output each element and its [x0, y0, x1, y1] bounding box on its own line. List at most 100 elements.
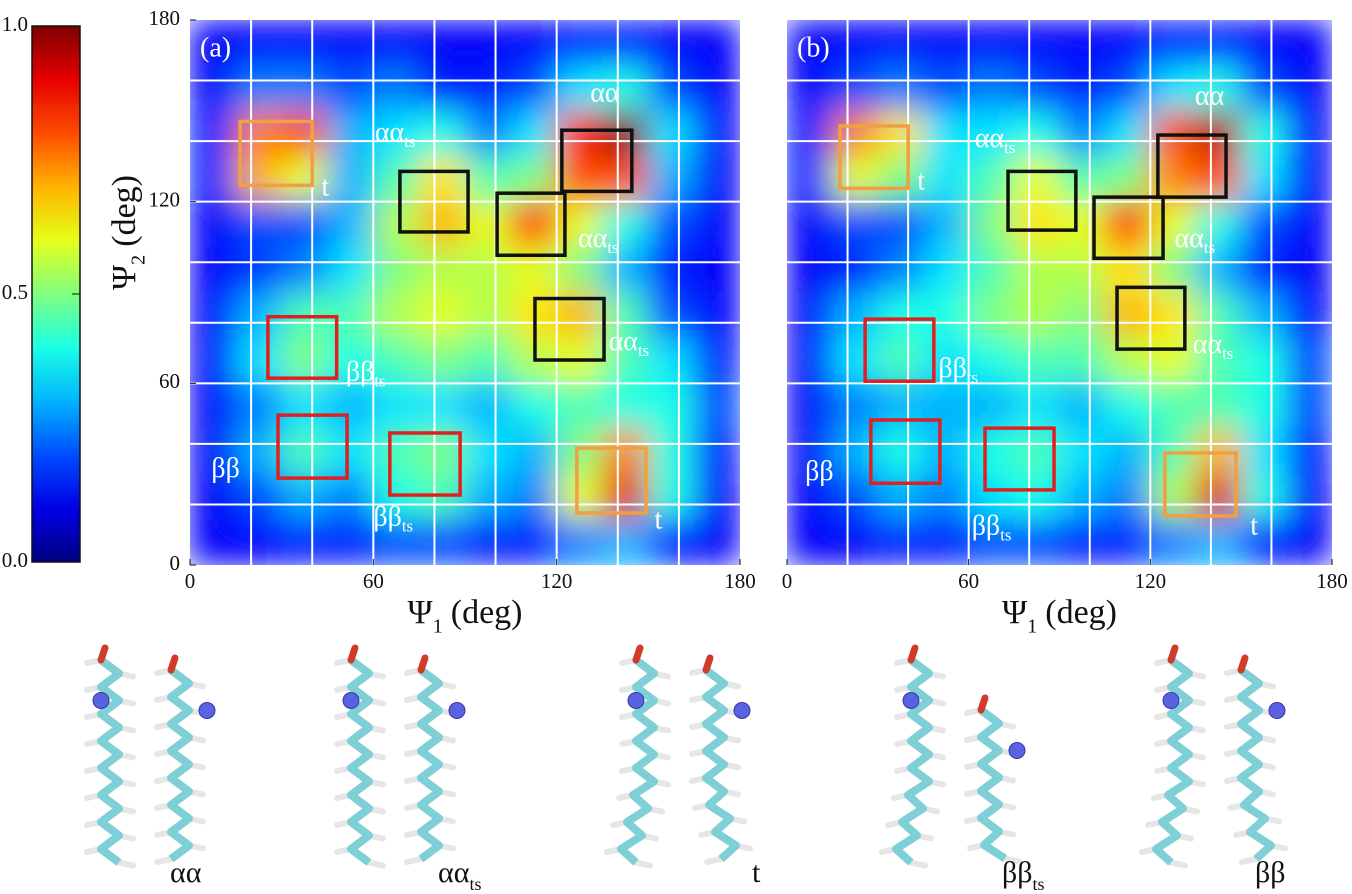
heat-cell: [556, 519, 603, 565]
heat-cell: [602, 110, 649, 156]
heat-cell: [327, 474, 374, 520]
heat-cell: [1104, 156, 1150, 202]
heat-cell: [1195, 383, 1241, 429]
heat-cell: [281, 110, 328, 156]
label-text: ββ: [373, 502, 402, 533]
heat-cell: [235, 428, 282, 474]
heat-cell: [1286, 110, 1332, 156]
heat-cell: [235, 519, 282, 565]
heat-cell: [694, 337, 741, 383]
heat-cell: [648, 337, 695, 383]
label-text: αα: [975, 124, 1005, 155]
x-tick-label: 180: [1316, 569, 1348, 593]
y-tick-label: 120: [149, 187, 181, 211]
heat-cell: [877, 519, 923, 565]
heat-cell: [877, 65, 923, 111]
heat-cell: [1241, 110, 1287, 156]
heat-cell: [1286, 20, 1332, 66]
nitrogen: [903, 693, 919, 709]
heat-cell: [648, 201, 695, 247]
heat-cell: [1014, 201, 1060, 247]
heat-cell: [510, 519, 557, 565]
heat-cell: [1059, 247, 1105, 293]
heat-cell: [190, 156, 237, 202]
carbon-chain: [351, 660, 369, 863]
heat-cell: [1286, 474, 1332, 520]
heat-cell: [787, 201, 833, 247]
label-text: αα: [578, 223, 608, 254]
heat-cell: [923, 383, 969, 429]
heat-cell: [923, 201, 969, 247]
molecule: [882, 648, 1025, 866]
heat-cell: [190, 337, 237, 383]
heat-cell: [1104, 337, 1150, 383]
nitrogen: [449, 703, 465, 719]
label-subscript: 1: [1027, 616, 1037, 638]
heat-cell: [1150, 474, 1196, 520]
carbon-chain: [171, 670, 189, 859]
heat-cell: [327, 110, 374, 156]
heat-cell: [465, 156, 512, 202]
label-text: t: [654, 505, 662, 536]
label-subscript: 2: [128, 255, 150, 265]
label-text: t: [1250, 511, 1258, 542]
heat-cell: [281, 519, 328, 565]
heat-cell: [281, 20, 328, 66]
heatmap: [787, 20, 1333, 566]
heat-cell: [419, 519, 466, 565]
heat-cell: [1150, 519, 1196, 565]
heat-cell: [1059, 292, 1105, 338]
heat-cell: [556, 20, 603, 66]
label-text: αα: [1193, 329, 1223, 360]
heat-cell: [235, 65, 282, 111]
heat-cell: [281, 65, 328, 111]
annotation: t: [1250, 511, 1258, 542]
heat-cell: [1104, 474, 1150, 520]
x-tick-label: 0: [185, 569, 196, 593]
heat-cell: [465, 292, 512, 338]
label-subscript: ts: [638, 341, 649, 360]
label-text: ββ: [805, 457, 834, 488]
heat-cell: [327, 383, 374, 429]
heat-cell: [1241, 519, 1287, 565]
heat-cell: [556, 428, 603, 474]
heat-cell: [510, 201, 557, 247]
heat-cell: [419, 110, 466, 156]
heat-cell: [787, 383, 833, 429]
heat-cell: [419, 383, 466, 429]
y-tick-label: 60: [159, 369, 180, 393]
label-subscript: ts: [1000, 526, 1011, 545]
heat-cell: [1104, 201, 1150, 247]
hydrogen: [636, 863, 650, 866]
oxygen: [1241, 658, 1245, 670]
heat-cell: [787, 110, 833, 156]
heat-cell: [877, 337, 923, 383]
heat-cell: [1241, 65, 1287, 111]
heat-cell: [968, 20, 1014, 66]
heat-cell: [1150, 20, 1196, 66]
plot-area: [190, 20, 741, 566]
heat-cell: [694, 156, 741, 202]
heat-cell: [1014, 20, 1060, 66]
heat-cell: [1150, 65, 1196, 111]
heat-cell: [877, 201, 923, 247]
heat-cell: [787, 247, 833, 293]
heat-cell: [1014, 110, 1060, 156]
heat-cell: [1195, 519, 1241, 565]
heat-cell: [510, 428, 557, 474]
heat-cell: [510, 474, 557, 520]
heat-cell: [1195, 20, 1241, 66]
heat-cell: [694, 292, 741, 338]
label-subscript: ts: [967, 368, 978, 387]
label-text: Ψ: [407, 594, 432, 631]
heat-cell: [1150, 383, 1196, 429]
heat-cell: [235, 156, 282, 202]
nitrogen: [734, 703, 750, 719]
heat-cell: [510, 65, 557, 111]
heat-cell: [648, 383, 695, 429]
panel-label: (b): [797, 32, 830, 63]
heat-cell: [694, 20, 741, 66]
heat-cell: [694, 247, 741, 293]
heat-cell: [1286, 65, 1332, 111]
molecule: [87, 648, 215, 866]
